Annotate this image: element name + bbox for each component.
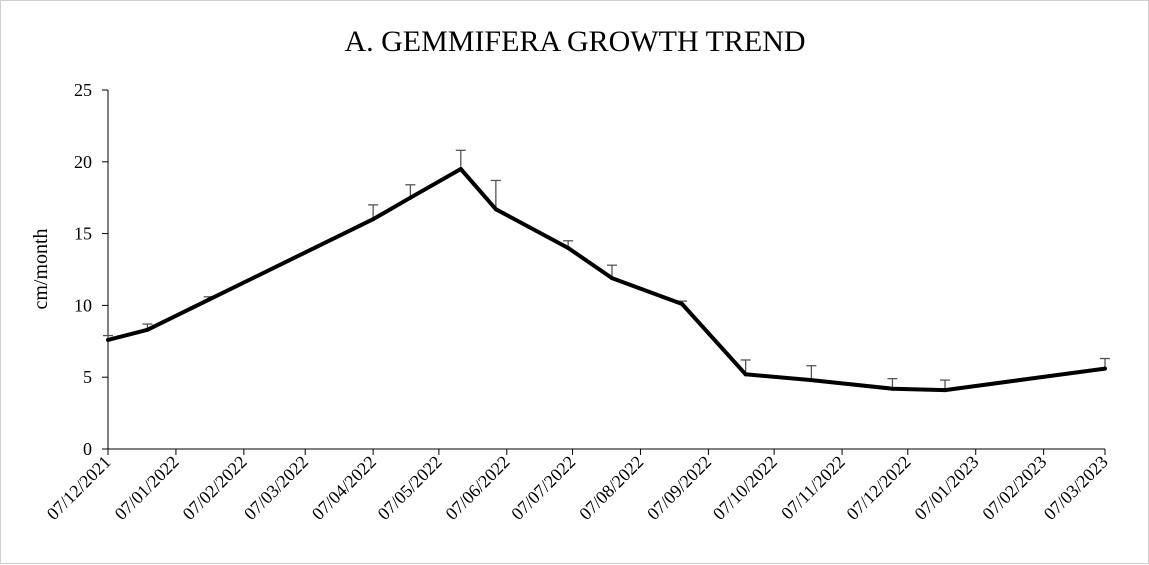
x-tick-label: 07/06/2022 [441, 452, 513, 524]
data-point [743, 372, 748, 377]
x-tick-label: 07/09/2022 [643, 452, 715, 524]
x-tick-label: 07/12/2021 [43, 452, 115, 524]
x-tick-label: 07/12/2022 [842, 452, 914, 524]
data-point [145, 327, 150, 332]
data-point [566, 245, 571, 250]
x-tick-label: 07/08/2022 [575, 452, 647, 524]
data-point [408, 195, 413, 200]
data-point [493, 207, 498, 212]
x-tick-label: 07/02/2022 [179, 452, 251, 524]
data-point [943, 388, 948, 393]
chart-title: A. GEMMIFERA GROWTH TREND [344, 25, 805, 58]
data-point [1103, 366, 1107, 371]
data-point [458, 166, 463, 171]
series-group [106, 166, 1107, 393]
y-axis-ticks: 0 5 10 15 20 25 [74, 80, 108, 459]
data-point [371, 217, 376, 222]
x-tick-label: 07/03/2022 [240, 452, 312, 524]
y-axis-label: cm/month [30, 228, 52, 309]
x-tick-label: 07/11/2022 [777, 452, 849, 524]
x-axis-ticks: 07/12/202107/01/202207/02/202207/03/2022… [43, 449, 1112, 524]
y-tick-label: 0 [83, 439, 92, 459]
x-tick-label: 07/04/2022 [308, 452, 380, 524]
y-tick-label: 5 [83, 367, 92, 387]
data-point [890, 386, 895, 391]
x-tick-label: 07/01/2023 [910, 452, 982, 524]
data-point [609, 276, 614, 281]
y-tick-label: 15 [74, 224, 92, 244]
series-line [107, 167, 1106, 393]
data-point [680, 301, 685, 306]
data-point [809, 378, 814, 383]
y-tick-label: 25 [74, 80, 92, 100]
x-tick-label: 07/10/2022 [709, 452, 781, 524]
y-tick-label: 10 [74, 295, 92, 315]
x-tick-label: 07/02/2023 [978, 452, 1050, 524]
x-tick-label: 07/03/2023 [1040, 452, 1112, 524]
error-bars [103, 149, 1110, 391]
x-tick-label: 07/01/2022 [111, 452, 183, 524]
y-tick-label: 20 [74, 152, 92, 172]
data-point [206, 297, 211, 302]
x-tick-label: 07/07/2022 [507, 452, 579, 524]
x-tick-label: 07/05/2022 [374, 452, 446, 524]
data-point [106, 337, 110, 342]
